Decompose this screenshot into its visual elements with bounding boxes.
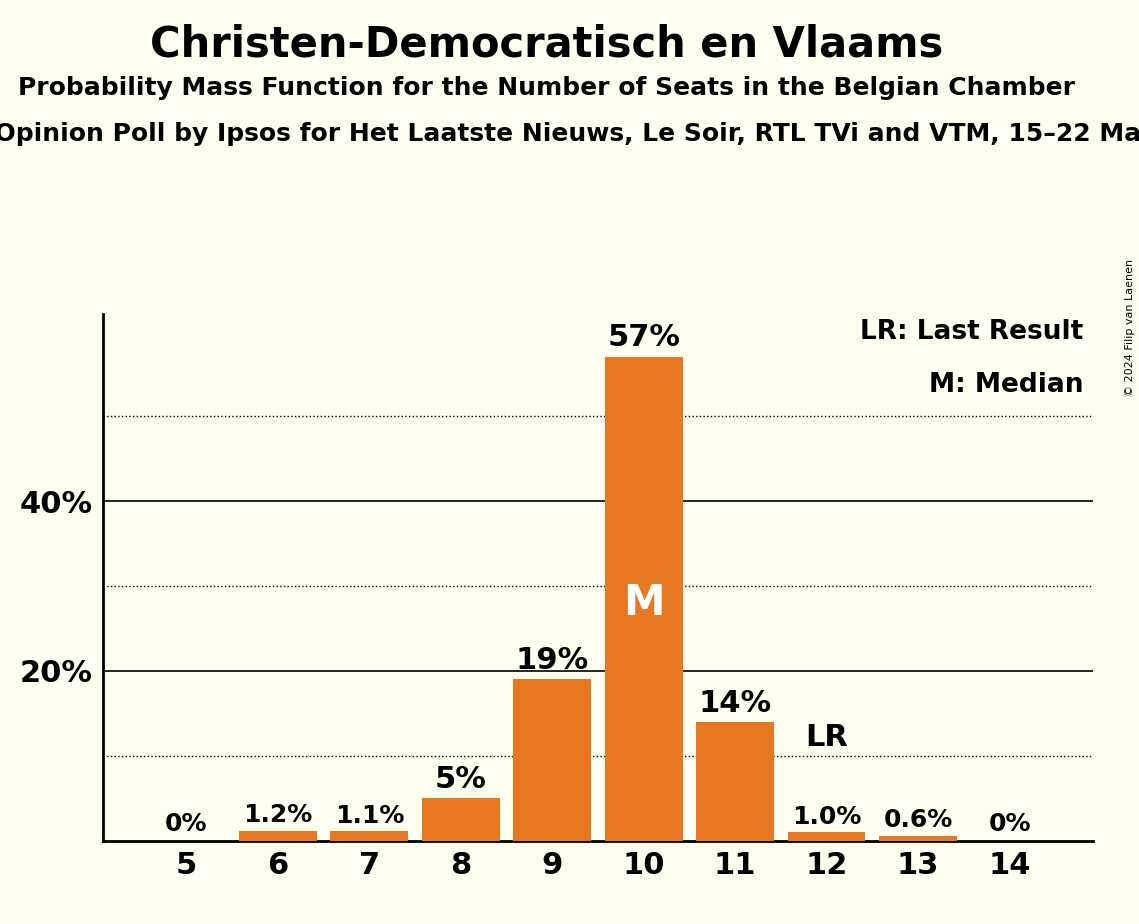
Text: LR: LR bbox=[805, 723, 849, 751]
Bar bbox=[879, 835, 957, 841]
Text: 1.2%: 1.2% bbox=[244, 803, 312, 827]
Bar bbox=[788, 833, 866, 841]
Text: M: M bbox=[623, 582, 664, 624]
Text: 14%: 14% bbox=[698, 688, 772, 718]
Bar bbox=[696, 722, 775, 841]
Text: M: Median: M: Median bbox=[929, 372, 1083, 398]
Bar bbox=[239, 831, 317, 841]
Text: 0%: 0% bbox=[165, 812, 207, 835]
Text: 0.6%: 0.6% bbox=[884, 808, 952, 833]
Bar bbox=[330, 832, 408, 841]
Bar bbox=[605, 357, 682, 841]
Text: LR: Last Result: LR: Last Result bbox=[860, 320, 1083, 346]
Text: 0%: 0% bbox=[989, 812, 1031, 835]
Text: on an Opinion Poll by Ipsos for Het Laatste Nieuws, Le Soir, RTL TVi and VTM, 15: on an Opinion Poll by Ipsos for Het Laat… bbox=[0, 122, 1139, 146]
Text: © 2024 Filip van Laenen: © 2024 Filip van Laenen bbox=[1125, 259, 1134, 395]
Text: 1.0%: 1.0% bbox=[792, 805, 861, 829]
Text: Probability Mass Function for the Number of Seats in the Belgian Chamber: Probability Mass Function for the Number… bbox=[18, 76, 1075, 100]
Bar bbox=[514, 679, 591, 841]
Text: 1.1%: 1.1% bbox=[335, 804, 404, 828]
Text: 19%: 19% bbox=[516, 646, 589, 675]
Bar bbox=[421, 798, 500, 841]
Text: Christen-Democratisch en Vlaams: Christen-Democratisch en Vlaams bbox=[150, 23, 943, 65]
Text: 5%: 5% bbox=[435, 765, 486, 794]
Text: 57%: 57% bbox=[607, 323, 680, 352]
